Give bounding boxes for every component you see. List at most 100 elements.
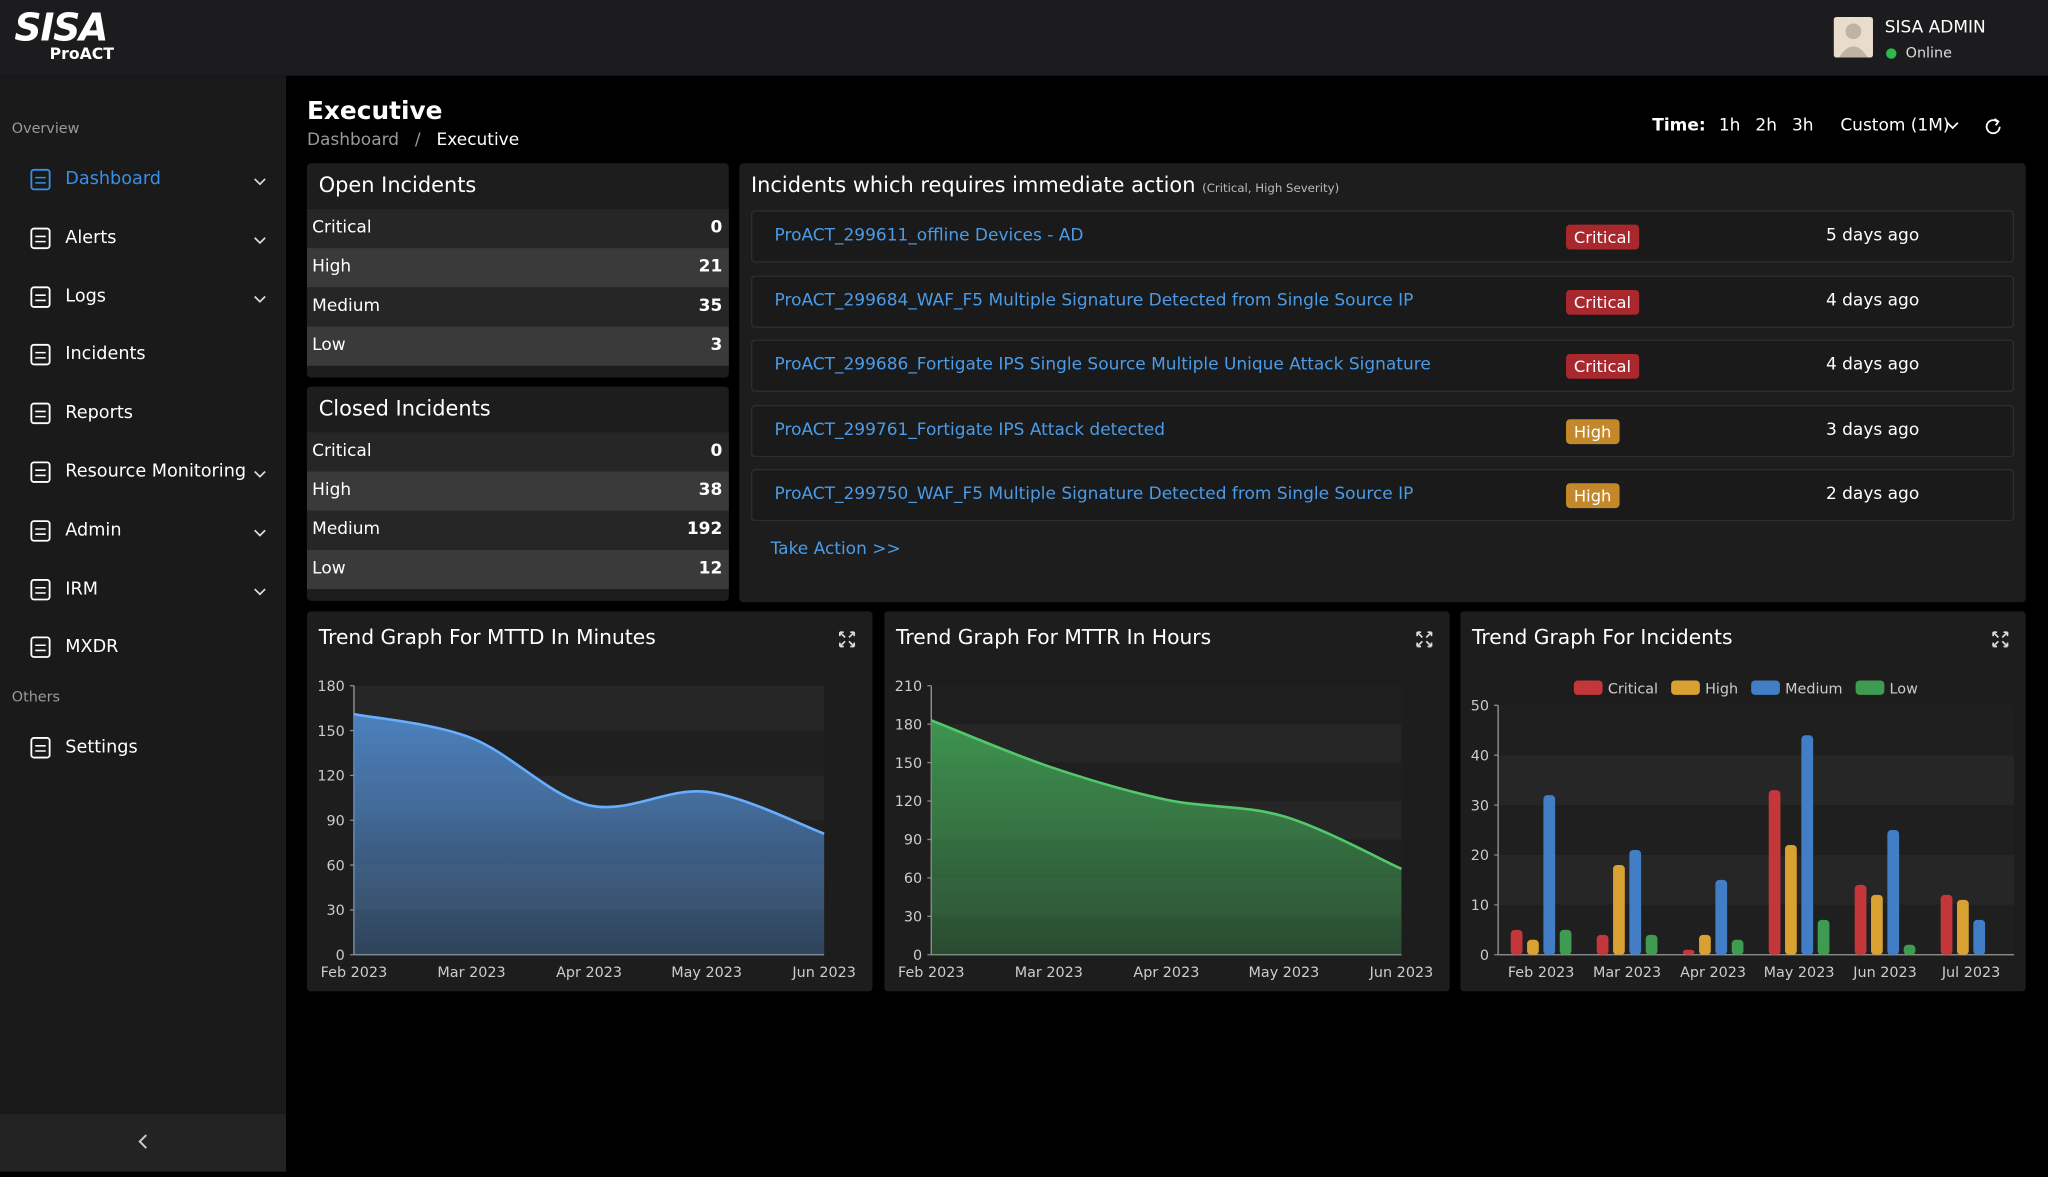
incident-link[interactable]: ProACT_299611_offline Devices - AD	[774, 225, 1084, 246]
chevron	[254, 587, 266, 595]
collapse-icon	[138, 1134, 147, 1149]
x-tick-label: Jun 2023	[1369, 965, 1434, 981]
status-dot	[1886, 48, 1897, 59]
legend-swatch[interactable]	[1671, 680, 1700, 695]
dropdown-icon[interactable]	[1946, 120, 1959, 130]
chart-title: Trend Graph For MTTD In Minutes	[318, 625, 656, 649]
legend-label[interactable]: Medium	[1785, 682, 1842, 698]
nav-item[interactable]: Dashboard	[0, 161, 286, 200]
legend-label[interactable]: High	[1705, 682, 1738, 698]
bar	[1510, 929, 1523, 955]
grid-band	[1498, 705, 2015, 756]
nav-icon	[30, 402, 51, 425]
nav-item[interactable]: Logs	[0, 278, 286, 317]
nav-icon	[30, 285, 51, 308]
chevron	[254, 295, 266, 303]
nav-label: Settings	[65, 736, 138, 758]
closed-incidents-panel: Closed Incidents Critical 0 High 38 Medium 19…	[306, 386, 729, 601]
chevron-path	[254, 529, 266, 537]
icon-shape	[30, 737, 51, 759]
nav-item[interactable]: MXDR	[0, 629, 286, 668]
severity-badge: High	[1566, 483, 1620, 509]
nav-icon	[30, 227, 51, 249]
user-name[interactable]: SISA ADMIN	[1884, 18, 1986, 38]
nav-item[interactable]: Resource Monitoring	[0, 453, 286, 492]
legend-swatch[interactable]	[1573, 680, 1603, 695]
table-row: High 21	[306, 248, 729, 288]
bar	[1559, 929, 1572, 955]
take-action-link[interactable]: Take Action >>	[770, 539, 901, 560]
icon-shape	[30, 285, 51, 308]
icon-shape	[30, 636, 51, 659]
avatar[interactable]	[1833, 16, 1873, 58]
nav-item[interactable]: Incidents	[0, 336, 286, 375]
bar	[1957, 899, 1969, 955]
expand-icon[interactable]	[1416, 631, 1433, 648]
nav-icon	[30, 344, 51, 366]
legend-swatch[interactable]	[1751, 680, 1780, 695]
time-custom[interactable]: Custom (1M)	[1840, 116, 1950, 136]
nav-label: Admin	[65, 519, 122, 541]
icon-shape	[30, 461, 51, 483]
incident-age: 5 days ago	[1825, 225, 1920, 246]
nav-label: Reports	[65, 402, 133, 424]
incident-link[interactable]: ProACT_299686_Fortigate IPS Single Sourc…	[774, 355, 1431, 375]
bar	[1543, 795, 1556, 955]
nav-item[interactable]: Settings	[0, 729, 286, 768]
refresh-icon[interactable]	[1983, 116, 2004, 137]
grid-band	[353, 685, 825, 731]
breadcrumb-link[interactable]: Dashboard	[306, 130, 400, 151]
expand-icon[interactable]	[838, 631, 856, 648]
time-option[interactable]: 3h	[1791, 116, 1814, 136]
incident-link[interactable]: ProACT_299750_WAF_F5 Multiple Signature …	[774, 484, 1414, 505]
incident-age: 4 days ago	[1825, 290, 1920, 311]
chevron	[254, 470, 266, 478]
bar	[1854, 884, 1867, 955]
row-value: 0	[710, 218, 723, 238]
icon-shape	[30, 578, 51, 600]
nav-item[interactable]: Reports	[0, 395, 286, 434]
incident-link[interactable]: ProACT_299761_Fortigate IPS Attack detec…	[774, 419, 1165, 440]
legend-label[interactable]: Critical	[1608, 682, 1658, 698]
section-label: Overview	[11, 120, 80, 138]
table-row: Critical 0	[306, 208, 729, 249]
icon-shape	[30, 227, 51, 249]
top-bar: SISA ProACT SISA ADMIN Online	[0, 0, 2048, 76]
x-tick-label: Apr 2023	[1680, 965, 1746, 981]
nav-label: Incidents	[65, 344, 146, 365]
nav-item[interactable]: IRM	[0, 570, 286, 609]
chevron-path	[254, 470, 266, 478]
sidebar: Overview Others Dashboard Alerts Logs Incid…	[0, 75, 287, 1172]
expand-icon[interactable]	[1992, 631, 2009, 648]
grid-band	[1498, 755, 2015, 806]
logo[interactable]: SISA	[14, 5, 108, 50]
grid-band	[931, 685, 1402, 725]
incident-link[interactable]: ProACT_299684_WAF_F5 Multiple Signature …	[774, 290, 1414, 311]
nav-item[interactable]: Admin	[0, 512, 286, 551]
chart-panel: Trend Graph For Incidents 0 10 20 30 40 50 Feb …	[1460, 611, 2026, 992]
chart-panel: Trend Graph For MTTD In Minutes 0 30 60 90 12…	[306, 611, 873, 992]
legend-label[interactable]: Low	[1890, 682, 1919, 698]
panel-title: Incidents which requires immediate actio…	[751, 172, 1339, 197]
time-option[interactable]: 2h	[1755, 116, 1777, 136]
y-tick-label: 210	[895, 679, 922, 695]
table-row: Critical 0	[306, 432, 729, 472]
logo-sub: ProACT	[49, 44, 114, 63]
breadcrumb: Dashboard / Executive	[307, 131, 519, 151]
table-row: Medium 192	[306, 510, 729, 550]
bar	[1629, 849, 1642, 955]
time-option[interactable]: 1h	[1718, 116, 1741, 136]
x-tick-label: Jul 2023	[1941, 965, 2000, 981]
line	[930, 719, 1403, 871]
legend-swatch[interactable]	[1855, 680, 1885, 695]
section-label: Others	[11, 688, 61, 706]
x-tick-label: Feb 2023	[898, 965, 965, 981]
incident-row: ProACT_299611_offline Devices - AD Critic…	[751, 210, 2015, 263]
panel-title: Open Incidents	[318, 172, 477, 198]
bar	[1817, 919, 1830, 955]
row-value: 21	[698, 257, 723, 277]
x-tick-label: Jun 2023	[791, 965, 856, 981]
y-tick-label: 60	[904, 871, 922, 887]
nav-item[interactable]: Alerts	[0, 219, 286, 258]
collapse-button[interactable]	[0, 1114, 287, 1172]
